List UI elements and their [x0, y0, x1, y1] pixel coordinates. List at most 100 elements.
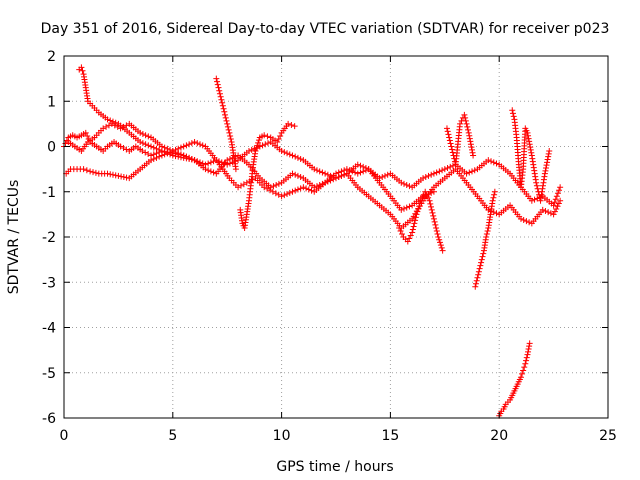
track-d-marker: [175, 153, 182, 160]
track-c-marker: [226, 160, 233, 167]
track-k-marker: [510, 113, 517, 120]
track-d-marker: [188, 156, 195, 163]
track-g-marker: [430, 212, 437, 219]
track-b-marker: [207, 168, 214, 175]
track-i-marker: [477, 262, 484, 269]
track-b-point: [539, 206, 546, 213]
track-d-point: [158, 148, 165, 155]
x-tick-label: 15: [381, 428, 399, 444]
track-a-marker: [488, 158, 495, 165]
track-d-marker: [139, 140, 146, 147]
track-b-marker: [120, 174, 127, 181]
track-b-marker: [270, 183, 277, 190]
track-c-marker: [327, 172, 334, 179]
track-i-marker: [480, 250, 487, 257]
track-j-marker: [526, 343, 533, 350]
track-f-marker: [264, 133, 271, 140]
track-b-point: [289, 170, 296, 177]
track-e-marker: [214, 78, 221, 85]
track-b-marker: [107, 171, 114, 178]
track-c-marker: [183, 142, 190, 149]
track-a-marker: [120, 145, 127, 152]
track-k-marker: [525, 132, 532, 139]
track-g-marker: [414, 208, 421, 215]
track-h-marker: [469, 149, 476, 156]
track-a-marker: [84, 132, 91, 139]
track-h-marker: [447, 140, 454, 147]
track-b-marker: [554, 203, 561, 210]
track-a-marker: [237, 182, 244, 189]
track-c-point: [191, 138, 198, 145]
y-tick-label: -3: [42, 275, 56, 291]
track-c-marker: [194, 140, 201, 147]
track-a-point: [557, 184, 564, 191]
track-i-marker: [479, 253, 486, 260]
track-k-marker: [526, 138, 533, 145]
track-c-point: [398, 206, 405, 213]
track-b-marker: [555, 200, 562, 207]
track-a-marker: [425, 172, 432, 179]
track-g-point: [422, 188, 429, 195]
track-k-marker: [545, 150, 552, 157]
track-j-point: [524, 351, 531, 358]
track-h-marker: [462, 117, 469, 124]
track-g-marker: [429, 209, 436, 216]
track-e-marker: [218, 96, 225, 103]
x-axis-label: GPS time / hours: [276, 459, 393, 475]
track-g-marker: [431, 218, 438, 225]
track-f-marker: [288, 122, 295, 129]
track-h-marker: [466, 132, 473, 139]
track-c-marker: [145, 133, 152, 140]
track-k-marker: [526, 141, 533, 148]
track-d-marker: [109, 118, 116, 125]
track-a-point: [420, 175, 427, 182]
track-d-marker: [150, 144, 157, 151]
track-c-point: [289, 152, 296, 159]
track-a-marker: [554, 190, 561, 197]
track-c-marker: [406, 203, 413, 210]
track-h-marker: [463, 120, 470, 127]
track-c-marker: [292, 153, 299, 160]
track-c-marker: [262, 141, 269, 148]
track-c-marker: [248, 146, 255, 153]
track-g-point: [417, 197, 424, 204]
track-a-point: [485, 157, 492, 164]
track-j-marker: [523, 354, 530, 361]
track-i-point: [474, 274, 481, 281]
track-c-marker: [259, 142, 266, 149]
track-b-point: [557, 197, 564, 204]
track-g-marker: [428, 203, 435, 210]
track-h-marker: [467, 141, 474, 148]
track-a-marker: [552, 196, 559, 203]
track-c-marker: [324, 171, 331, 178]
track-i-point: [491, 188, 498, 195]
track-h-point: [465, 129, 472, 136]
track-c-marker: [335, 174, 342, 181]
track-k-marker: [542, 164, 549, 171]
track-a-marker: [490, 159, 497, 166]
track-b-point: [80, 166, 87, 173]
x-tick-label: 25: [599, 428, 617, 444]
chart-title: Day 351 of 2016, Sidereal Day-to-day VTE…: [41, 21, 610, 37]
track-b-marker: [319, 180, 326, 187]
track-c-point: [430, 188, 437, 195]
track-b-marker: [92, 169, 99, 176]
track-f-marker: [253, 145, 260, 152]
track-k-marker: [533, 182, 540, 189]
track-e-marker: [220, 105, 227, 112]
track-c-marker: [403, 204, 410, 211]
track-a-point: [398, 179, 405, 186]
y-tick-label: -2: [42, 230, 56, 246]
track-f-point: [261, 132, 268, 139]
track-b-point: [311, 184, 318, 191]
track-k-marker: [544, 159, 551, 166]
track-d-marker: [79, 67, 86, 74]
track-c-marker: [357, 162, 364, 169]
track-i-point: [476, 265, 483, 272]
track-g-point: [404, 238, 411, 245]
track-a-marker: [240, 181, 247, 188]
track-i-point: [483, 234, 490, 240]
grid-lines: [64, 56, 608, 418]
track-k-marker: [527, 146, 534, 153]
track-c-marker: [316, 168, 323, 175]
